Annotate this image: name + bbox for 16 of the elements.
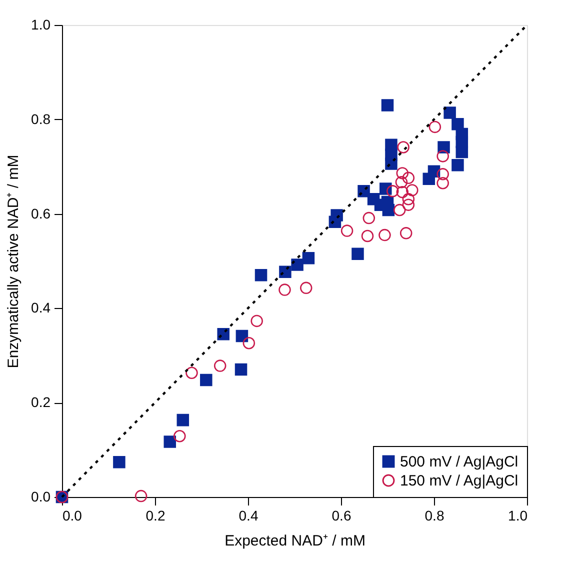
x-tick-label: 0.0	[62, 508, 82, 524]
x-tick-label: 0.4	[238, 508, 258, 524]
y-tick-label: 0.0	[31, 488, 51, 504]
legend-label: 500 mV / Ag|AgCl	[400, 454, 518, 470]
y-tick-label: 0.2	[31, 394, 51, 410]
y-tick-label: 0.6	[31, 205, 51, 222]
y-axis-title: Enzymatically active NAD⁺ / mM	[5, 154, 22, 368]
x-tick-label: 0.6	[332, 508, 352, 524]
legend-label: 150 mV / Ag|AgCl	[400, 472, 518, 490]
x-tick-label: 0.8	[424, 508, 444, 524]
x-axis-title: Expected NAD⁺ / mM	[224, 532, 366, 550]
y-tick-label: 1.0	[31, 16, 51, 32]
y-tick-label: 0.4	[31, 300, 51, 316]
y-tick-label: 0.8	[31, 110, 51, 127]
x-tick-label: 1.0	[508, 508, 528, 524]
x-tick-label: 0.2	[146, 508, 166, 524]
